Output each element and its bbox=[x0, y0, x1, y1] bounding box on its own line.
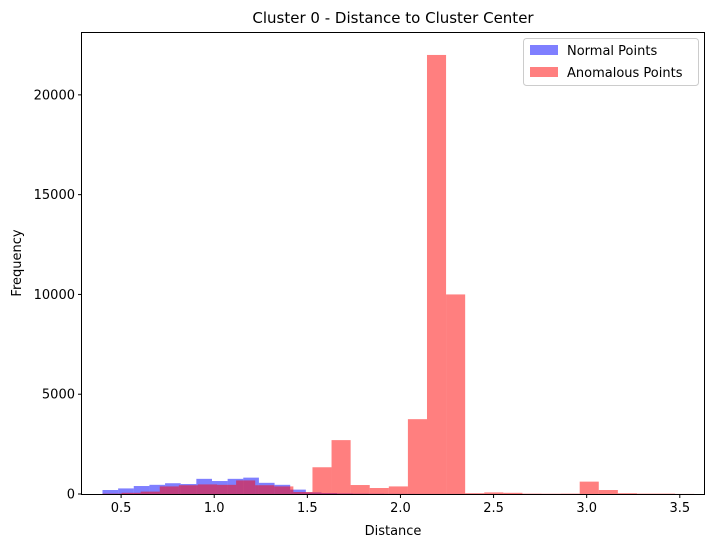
anomalous-points-bar bbox=[579, 481, 599, 494]
anomalous-points-bar bbox=[598, 490, 618, 494]
normal-points-bar bbox=[149, 484, 166, 494]
y-tick-label: 5000 bbox=[42, 388, 75, 403]
anomalous-points-bar bbox=[465, 493, 485, 494]
anomalous-points-bar bbox=[121, 492, 141, 494]
y-axis-label: Frequency bbox=[10, 229, 25, 296]
legend-label: Anomalous Points bbox=[567, 66, 683, 81]
anomalous-points-bar bbox=[426, 54, 447, 494]
y-tick-label: 10000 bbox=[34, 288, 75, 303]
anomalous-points-bar bbox=[197, 484, 218, 494]
anomalous-points-bar bbox=[331, 440, 351, 494]
anomalous-points-bar bbox=[274, 486, 294, 494]
normal-points-bar bbox=[290, 489, 306, 494]
anomalous-points-bar bbox=[369, 488, 389, 494]
anomalous-points-bar bbox=[484, 492, 504, 494]
x-tick-label: 3.0 bbox=[576, 501, 597, 516]
legend: Normal Points Anomalous Points bbox=[523, 38, 699, 86]
normal-points-bar bbox=[133, 486, 150, 494]
legend-swatch bbox=[530, 45, 558, 55]
x-axis-label: Distance bbox=[365, 524, 422, 539]
x-tick-label: 2.5 bbox=[483, 501, 504, 516]
anomalous-points-bar bbox=[159, 486, 179, 494]
legend-label: Normal Points bbox=[567, 44, 657, 59]
y-tick-label: 20000 bbox=[34, 88, 75, 103]
x-tick-label: 1.5 bbox=[297, 501, 318, 516]
anomalous-points-bar bbox=[617, 493, 637, 494]
anomalous-points-bar bbox=[312, 467, 332, 494]
anomalous-points-bar bbox=[255, 485, 275, 494]
x-tick-label: 3.5 bbox=[669, 501, 690, 516]
legend-box bbox=[523, 38, 699, 86]
normal-points-bar bbox=[118, 488, 134, 494]
plot-frame bbox=[81, 32, 705, 495]
x-tick-label: 2.0 bbox=[390, 501, 411, 516]
y-tick-label: 0 bbox=[67, 488, 75, 503]
anomalous-points-bar bbox=[388, 486, 408, 494]
bars-layer bbox=[102, 54, 695, 494]
anomalous-points-bar bbox=[140, 491, 160, 494]
anomalous-points-bar bbox=[503, 492, 523, 494]
x-tick-label: 0.5 bbox=[111, 501, 132, 516]
legend-swatch bbox=[530, 67, 558, 77]
anomalous-points-bar bbox=[350, 485, 370, 494]
anomalous-points-bar bbox=[407, 419, 427, 494]
anomalous-points-bar bbox=[293, 492, 313, 494]
chart-title: Cluster 0 - Distance to Cluster Center bbox=[252, 9, 534, 27]
x-tick-label: 1.0 bbox=[204, 501, 225, 516]
anomalous-points-bar bbox=[178, 485, 198, 494]
anomalous-points-bar bbox=[236, 480, 256, 494]
normal-points-bar bbox=[102, 490, 119, 494]
y-tick-label: 15000 bbox=[34, 188, 75, 203]
ticks-layer: 0.5 1.0 1.5 2.0 2.5 3.0 3.5 0 5000 10000 15000 2000… bbox=[34, 88, 690, 516]
anomalous-points-bar bbox=[446, 294, 466, 494]
anomalous-points-bar bbox=[217, 484, 237, 494]
